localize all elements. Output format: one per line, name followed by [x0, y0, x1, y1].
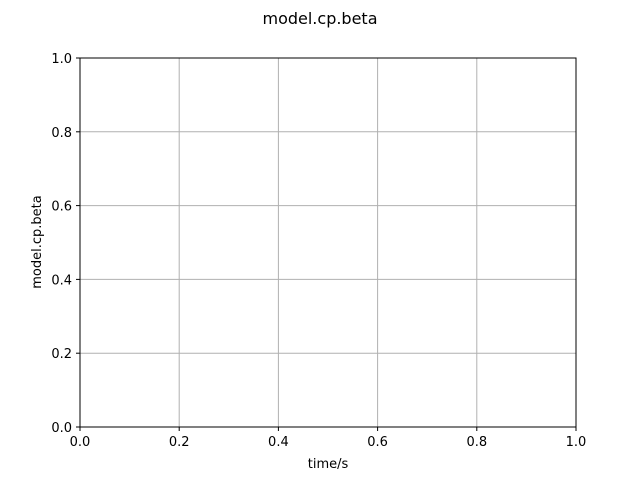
- x-tick-label: 1.0: [566, 435, 587, 450]
- x-tick-label: 0.4: [268, 435, 289, 450]
- y-tick-label: 0.8: [51, 126, 72, 141]
- y-tick-label: 0.0: [51, 421, 72, 436]
- x-tick-label: 0.8: [466, 435, 487, 450]
- x-tick-label: 0.6: [367, 435, 388, 450]
- y-axis-label: model.cp.beta: [30, 195, 45, 288]
- axes-frame: [79, 57, 577, 428]
- y-tick-label: 0.4: [51, 273, 72, 288]
- y-tick-label: 0.2: [51, 347, 72, 362]
- y-tick-label: 0.6: [51, 200, 72, 215]
- x-axis-label: time/s: [308, 457, 349, 472]
- x-tick-label: 0.2: [169, 435, 190, 450]
- y-axis-ticks: 0.0 0.2 0.4 0.6 0.8 1.0: [51, 52, 80, 436]
- chart-title: model.cp.beta: [262, 9, 377, 28]
- x-tick-label: 0.0: [70, 435, 91, 450]
- x-axis-ticks: 0.0 0.2 0.4 0.6 0.8 1.0: [70, 427, 587, 450]
- y-tick-label: 1.0: [51, 52, 72, 67]
